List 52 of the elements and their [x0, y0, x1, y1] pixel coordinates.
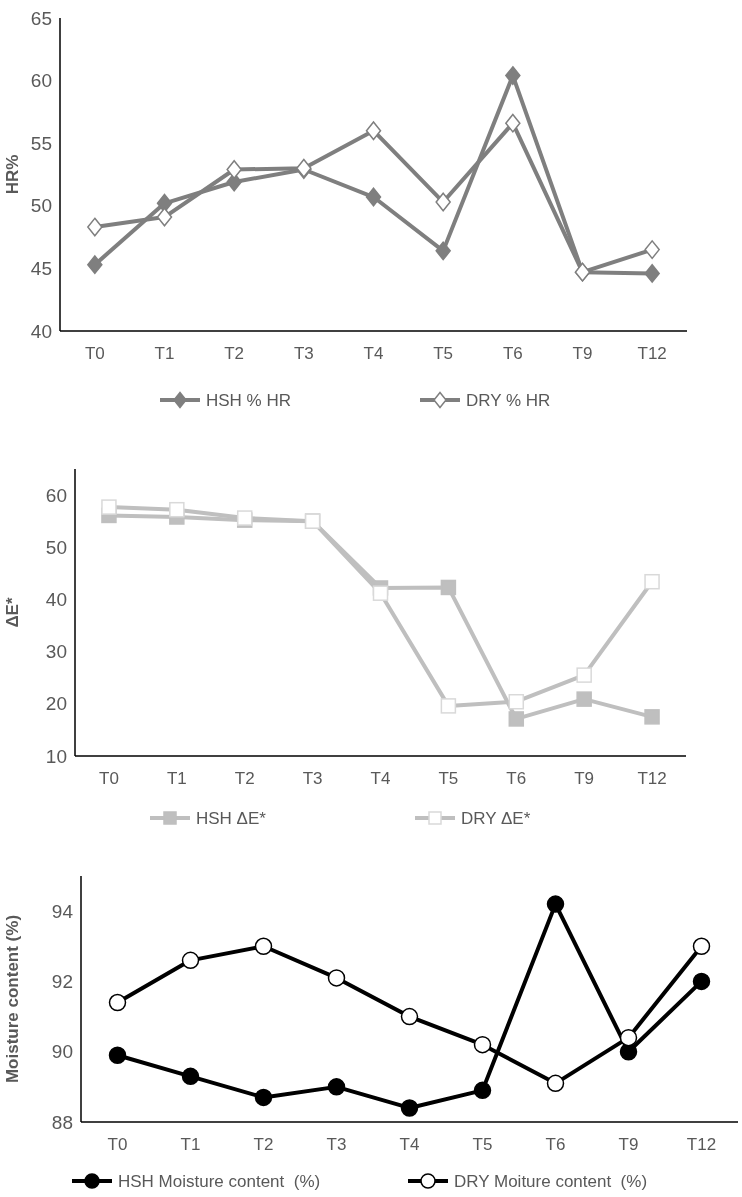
x-tick-label: T12 [686, 1135, 717, 1154]
legend-label: HSH Moisture content (%) [118, 1171, 321, 1191]
x-tick-label: T9 [618, 1135, 639, 1154]
legend-label: HSH % HR [206, 390, 292, 410]
legend-label: DRY ΔE* [461, 808, 531, 828]
x-tick-label: T5 [438, 769, 459, 788]
y-tick-label: 65 [30, 7, 52, 29]
y-tick-label: 40 [30, 320, 52, 342]
x-tick-label: T12 [637, 344, 667, 363]
x-tick-label: T4 [370, 769, 391, 788]
y-tick-label: 20 [45, 693, 67, 715]
x-tick-label: T0 [99, 769, 119, 788]
x-tick-label: T3 [293, 344, 314, 363]
y-tick-label: 94 [51, 900, 74, 922]
y-tick-label: 90 [51, 1041, 73, 1063]
y-tick-label: 60 [45, 484, 67, 506]
x-tick-label: T1 [166, 769, 187, 788]
y-axis-title: Moisture content (%) [3, 914, 22, 1084]
x-tick-label: T4 [363, 344, 384, 363]
x-tick-label: T2 [224, 344, 245, 363]
x-tick-label: T4 [399, 1135, 420, 1154]
x-tick-label: T9 [574, 769, 595, 788]
y-tick-label: 60 [30, 70, 52, 92]
y-tick-label: 92 [51, 971, 73, 993]
x-tick-label: T1 [180, 1135, 201, 1154]
y-tick-label: 50 [30, 195, 52, 217]
x-tick-label: T6 [545, 1135, 566, 1154]
y-tick-label: 55 [30, 132, 52, 154]
y-axis-title: HR% [3, 154, 22, 195]
y-tick-label: 88 [51, 1111, 73, 1133]
x-tick-label: T0 [84, 344, 105, 363]
y-tick-label: 40 [45, 589, 67, 611]
x-tick-label: T5 [472, 1135, 493, 1154]
y-tick-label: 10 [45, 745, 67, 767]
x-tick-label: T9 [572, 344, 593, 363]
x-tick-label: T0 [107, 1135, 128, 1154]
x-tick-label: T5 [433, 344, 454, 363]
x-tick-label: T6 [506, 769, 527, 788]
y-tick-label: 30 [45, 641, 67, 663]
legend-label: HSH ΔE* [196, 808, 267, 828]
y-tick-label: 45 [30, 258, 52, 280]
x-tick-label: T3 [326, 1135, 347, 1154]
x-tick-label: T6 [502, 344, 523, 363]
x-tick-label: T12 [637, 769, 667, 788]
y-axis-title: ΔE* [3, 597, 22, 628]
legend-label: DRY % HR [466, 390, 551, 410]
y-tick-label: 50 [45, 536, 67, 558]
x-tick-label: T3 [302, 769, 323, 788]
x-tick-label: T2 [234, 769, 255, 788]
legend-label: DRY Moiture content (%) [454, 1171, 648, 1191]
x-tick-label: T1 [154, 344, 175, 363]
x-tick-label: T2 [253, 1135, 274, 1154]
